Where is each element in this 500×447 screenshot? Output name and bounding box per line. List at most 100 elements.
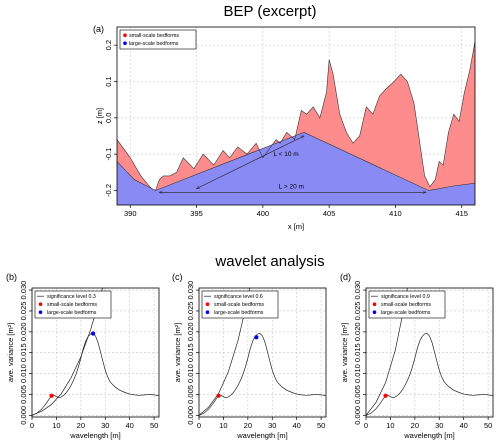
legend-marker (123, 41, 127, 45)
y-tick-label: 0.020 (186, 322, 195, 341)
legend-marker (205, 302, 210, 307)
legend-box (368, 290, 446, 319)
x-tick-label: 10 (52, 421, 60, 430)
x-tick-label: 0 (30, 421, 34, 430)
y-tick-label: 0.030 (353, 281, 362, 300)
significance-line (32, 288, 103, 416)
x-tick-label: 30 (101, 421, 109, 430)
plot-area (366, 288, 493, 416)
x-tick-label: 40 (126, 421, 134, 430)
panel-c: (c)0 10 20 30 40 500.0000.0050.0100.0150.0200… (172, 272, 327, 440)
x-axis-label: x [m] (288, 222, 304, 231)
y-axis-label: ave. variance [m²] (173, 323, 182, 383)
legend-marker (372, 310, 377, 315)
x-tick-label: 20 (77, 421, 85, 430)
spectrum-line (32, 333, 159, 416)
legend-label: significance level 0.6 (214, 294, 263, 300)
panel-label: (d) (340, 272, 351, 282)
x-tick-label: 410 (389, 209, 402, 218)
x-tick-label: 400 (257, 209, 270, 218)
legend: significance level 0.9 small-scale bedfor… (368, 290, 446, 319)
profile-line (117, 41, 475, 191)
annotation-label: L < 10 m (273, 151, 298, 158)
peak-point (383, 393, 388, 398)
x-axis-label: wavelength [m] (236, 431, 287, 440)
panel-a-label: (a) (93, 24, 104, 34)
x-tick-label: 0 (197, 421, 201, 430)
x-tick-label: 20 (411, 421, 419, 430)
legend: small-scale bedforms large-scale bedforms (119, 29, 197, 50)
peak-point (254, 335, 259, 340)
x-tick-label: 405 (323, 209, 336, 218)
legend-label: large-scale bedforms (47, 310, 97, 316)
y-tick-label: 0.025 (19, 302, 28, 321)
panel-d: (d)0 10 20 30 40 500.0000.0050.0100.0150.0200… (340, 272, 494, 440)
y-tick-label: -0.2 (104, 184, 113, 197)
y-tick-label: 0.1 (104, 76, 113, 86)
peak-point (90, 331, 96, 336)
y-tick-label: 0.010 (186, 364, 195, 383)
plot-area (32, 288, 159, 416)
x-tick-label: 10 (219, 421, 227, 430)
y-tick-label: 0.020 (19, 322, 28, 341)
x-tick-label: 40 (460, 421, 468, 430)
legend-label: small-scale bedforms (47, 302, 97, 308)
y-tick-label: 0.2 (104, 40, 113, 50)
y-tick-label: 0.015 (186, 343, 195, 362)
x-tick-label: 30 (268, 421, 276, 430)
significance-line (366, 288, 408, 416)
y-tick-label: 0.005 (353, 385, 362, 404)
legend-marker (205, 310, 210, 315)
x-tick-label: 50 (484, 421, 492, 430)
spectrum-line (199, 333, 326, 416)
y-tick-label: 0.000 (353, 406, 362, 425)
peak-point (216, 393, 221, 398)
y-tick-label: 0.0 (104, 113, 113, 123)
y-tick-label: -0.1 (104, 148, 113, 161)
x-tick-label: 390 (124, 209, 137, 218)
y-tick-label: 0.025 (186, 302, 195, 321)
y-tick-label: 0.025 (353, 302, 362, 321)
x-tick-label: 10 (386, 421, 394, 430)
y-tick-label: 0.000 (186, 406, 195, 425)
annotation-arrow (197, 136, 304, 189)
small-scale-area (117, 41, 475, 191)
y-tick-label: 0.005 (19, 385, 28, 404)
panel-label: (c) (172, 272, 183, 282)
x-tick-label: 395 (190, 209, 203, 218)
legend-box (119, 29, 197, 50)
x-tick-label: 30 (435, 421, 443, 430)
y-tick-label: 0.010 (19, 364, 28, 383)
panel-a: (a) L < 10 m L > 20 m 390 395 400 405 410 415 -0.… (93, 24, 476, 231)
y-tick-label: 0.020 (353, 322, 362, 341)
legend-marker (123, 33, 127, 37)
legend: significance level 0.6 small-scale bedfor… (201, 290, 279, 319)
annotation-label: L > 20 m (279, 183, 304, 190)
y-axis-label: ave. variance [m²] (6, 323, 15, 383)
x-tick-label: 415 (455, 209, 468, 218)
legend-label: large-scale bedforms (381, 310, 431, 316)
peak-point (49, 393, 54, 398)
legend-box (201, 290, 279, 319)
legend-marker (38, 310, 43, 315)
panel-a-frame (116, 26, 476, 206)
x-axis-label: wavelength [m] (69, 431, 120, 440)
large-scale-line (117, 132, 475, 191)
legend-label: significance level 0.3 (47, 294, 96, 300)
x-axis-label: wavelength [m] (403, 431, 454, 440)
legend-label: small-scale bedforms (214, 302, 264, 308)
panel-label: (b) (6, 272, 17, 282)
x-tick-label: 0 (364, 421, 368, 430)
y-tick-label: 0.015 (19, 343, 28, 362)
y-tick-label: 0.030 (186, 281, 195, 300)
x-tick-label: 20 (244, 421, 252, 430)
spectrum-line (366, 333, 493, 416)
x-tick-label: 40 (293, 421, 301, 430)
plot-area (199, 288, 326, 416)
y-tick-label: 0.010 (353, 364, 362, 383)
legend-label: large-scale bedforms (129, 41, 179, 47)
y-tick-label: 0.000 (19, 406, 28, 425)
panel-b: (b)0 10 20 30 40 500.0000.0050.0100.0150.0200… (6, 272, 160, 440)
legend-marker (372, 302, 377, 307)
